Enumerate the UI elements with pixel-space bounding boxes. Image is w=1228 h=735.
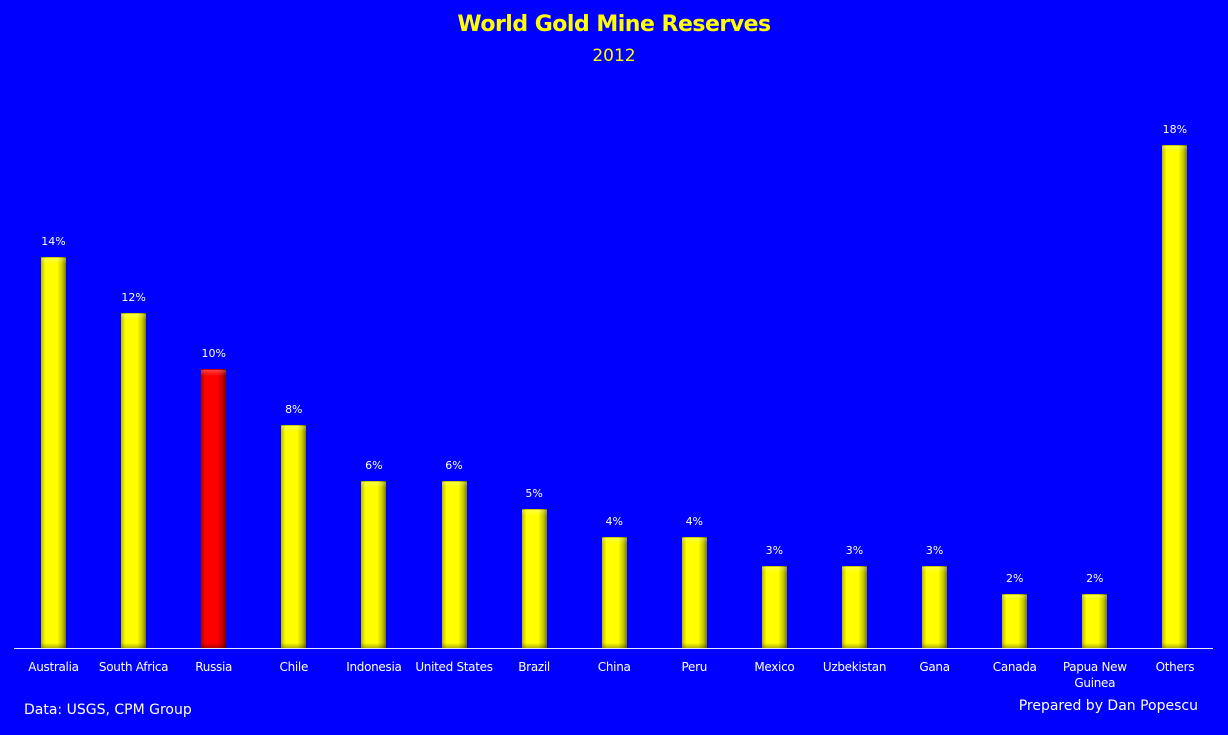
data-label: 10%: [201, 347, 226, 360]
data-label: 6%: [445, 459, 463, 472]
x-tick-label: Peru: [681, 660, 708, 674]
bar-russia: [201, 369, 227, 648]
data-label: 14%: [41, 235, 66, 248]
bar-uzbekistan: [842, 566, 867, 648]
bar-south-africa: [121, 313, 147, 648]
x-tick-label: Gana: [919, 660, 950, 674]
bar-australia: [41, 257, 66, 648]
chart-subtitle: 2012: [592, 46, 636, 66]
data-label: 4%: [605, 515, 623, 528]
bar-gana: [922, 566, 948, 648]
x-tick-label: China: [597, 660, 631, 674]
bar-indonesia: [361, 481, 387, 648]
bar-united-states: [441, 481, 467, 648]
data-label: 3%: [925, 544, 944, 557]
x-tick-label: Chile: [279, 660, 309, 674]
bar-chile: [281, 425, 307, 648]
bar-peru: [681, 537, 707, 648]
data-label: 2%: [1086, 572, 1104, 585]
x-tick-label: Indonesia: [346, 660, 402, 674]
bar-mexico: [761, 566, 787, 648]
x-tick-label: Uzbekistan: [822, 660, 887, 674]
x-tick-label: Papua New Guinea: [1062, 660, 1127, 690]
bar-canada: [1002, 594, 1028, 648]
x-tick-label: Others: [1155, 660, 1195, 674]
x-tick-label: Australia: [28, 660, 79, 674]
bar-brazil: [521, 509, 547, 648]
chart-title: World Gold Mine Reserves: [457, 12, 771, 37]
data-label: 8%: [285, 403, 303, 416]
data-label: 2%: [1005, 572, 1024, 585]
data-label: 3%: [845, 544, 864, 557]
bar-china: [601, 537, 627, 648]
x-tick-label: South Africa: [98, 660, 169, 674]
data-label: 4%: [685, 515, 704, 528]
bar-papua-new-guinea: [1082, 594, 1108, 648]
x-axis-line: [14, 648, 1213, 649]
x-tick-label: Brazil: [518, 660, 550, 674]
x-tick-label: Mexico: [754, 660, 795, 674]
data-label: 5%: [525, 487, 543, 500]
x-tick-label: Canada: [992, 660, 1037, 674]
data-label: 3%: [765, 544, 784, 557]
source-note: Data: USGS, CPM Group: [24, 702, 192, 718]
data-label: 18%: [1162, 123, 1188, 136]
x-tick-label: United States: [415, 660, 493, 674]
x-tick-label: Russia: [195, 660, 233, 674]
data-label: 6%: [365, 459, 383, 472]
bar-others: [1162, 145, 1188, 648]
author-credit: Prepared by Dan Popescu: [1018, 698, 1198, 714]
data-label: 12%: [121, 291, 146, 304]
